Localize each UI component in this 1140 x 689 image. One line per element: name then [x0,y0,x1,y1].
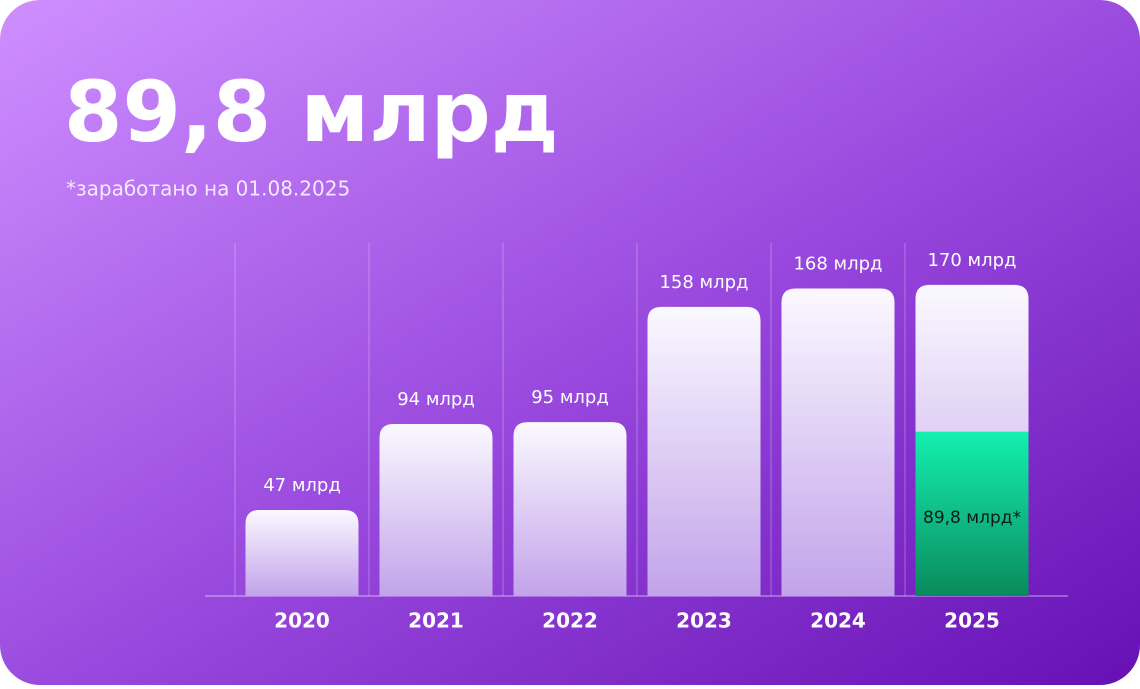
x-tick-label: 2024 [810,609,866,633]
chart-subtitle: *заработано на 01.08.2025 [66,177,350,201]
value-label: 170 млрд [927,250,1016,271]
x-tick-label: 2025 [944,609,1000,633]
x-tick-label: 2022 [542,609,598,633]
value-label: 158 млрд [659,272,748,293]
bar [379,423,493,596]
value-label: 168 млрд [793,254,882,275]
x-tick-label: 2020 [274,609,330,633]
chart-title: 89,8 млрд [64,63,559,161]
plot: 47 млрд 2020 94 млрд 2021 95 млрд 2022 158 млр… [205,243,1068,633]
x-tick-label: 2021 [408,609,464,633]
highlight-bar [915,431,1029,596]
value-label: 95 млрд [531,387,609,408]
value-label: 47 млрд [263,475,341,496]
bar [245,509,359,596]
value-label: 94 млрд [397,389,475,410]
bar [781,288,895,596]
bar [513,422,627,596]
highlight-label: 89,8 млрд* [923,508,1021,528]
x-tick-label: 2023 [676,609,732,633]
bar [647,306,761,596]
